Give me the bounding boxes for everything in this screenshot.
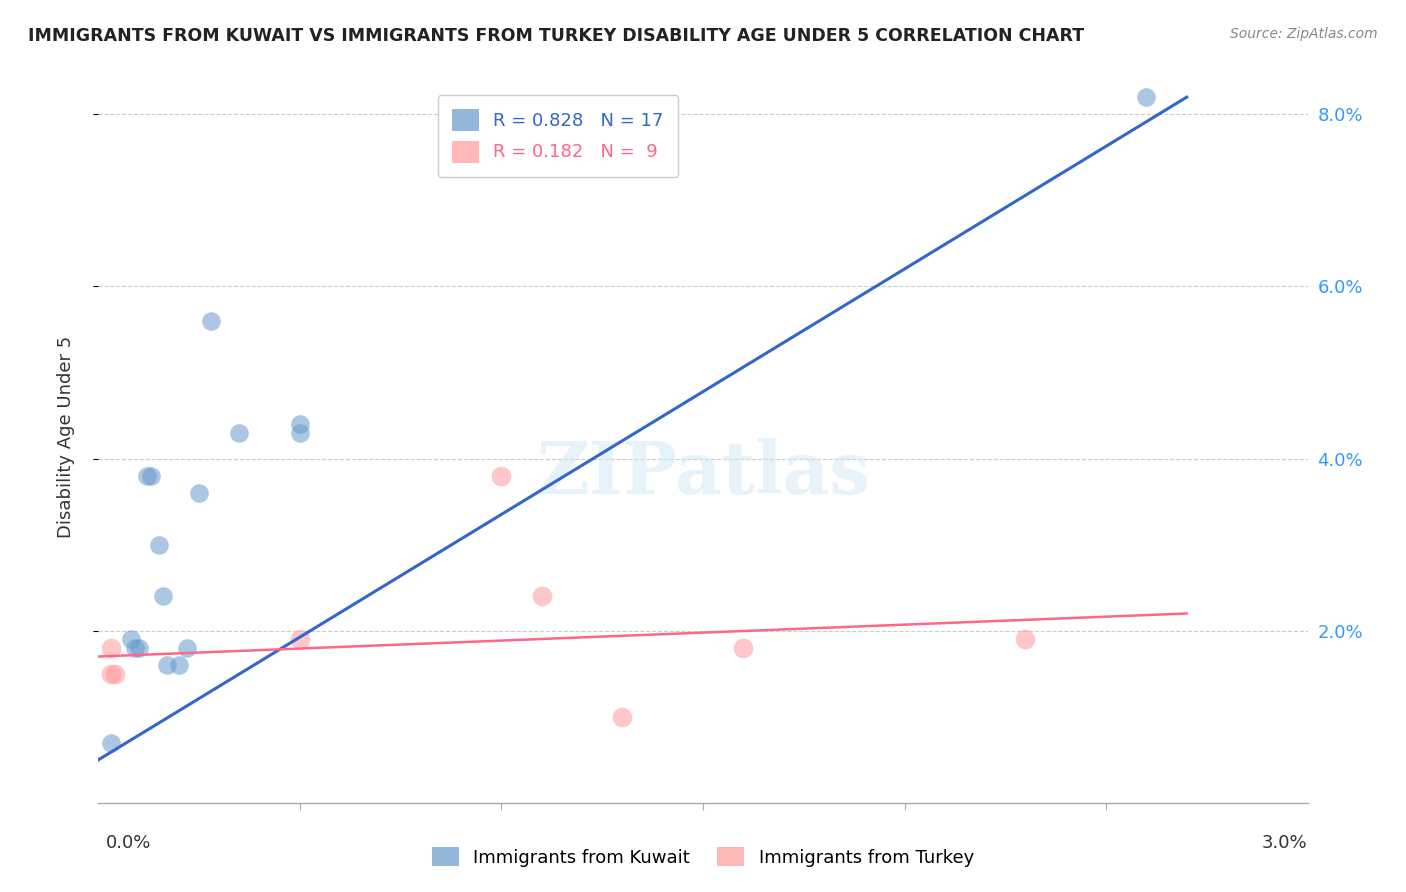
Point bbox=[120, 632, 142, 647]
Point bbox=[288, 417, 311, 432]
Point bbox=[1135, 90, 1157, 104]
Legend: Immigrants from Kuwait, Immigrants from Turkey: Immigrants from Kuwait, Immigrants from … bbox=[425, 840, 981, 874]
Point bbox=[1014, 632, 1036, 647]
Point bbox=[128, 640, 150, 655]
Point bbox=[152, 589, 174, 603]
Point bbox=[530, 589, 553, 603]
Point bbox=[733, 640, 755, 655]
Point bbox=[167, 658, 190, 673]
Point bbox=[100, 640, 122, 655]
Point bbox=[100, 666, 122, 681]
Text: ZIPatlas: ZIPatlas bbox=[536, 438, 870, 509]
Point bbox=[612, 710, 634, 724]
Point bbox=[200, 314, 222, 328]
Point bbox=[188, 486, 211, 500]
Point bbox=[103, 666, 125, 681]
Point bbox=[491, 468, 513, 483]
Point bbox=[228, 425, 250, 440]
Point bbox=[135, 468, 157, 483]
Y-axis label: Disability Age Under 5: Disability Age Under 5 bbox=[56, 336, 75, 538]
Point bbox=[148, 538, 170, 552]
Text: Source: ZipAtlas.com: Source: ZipAtlas.com bbox=[1230, 27, 1378, 41]
Legend: R = 0.828   N = 17, R = 0.182   N =  9: R = 0.828 N = 17, R = 0.182 N = 9 bbox=[437, 95, 678, 177]
Text: 3.0%: 3.0% bbox=[1263, 834, 1308, 852]
Point bbox=[139, 468, 162, 483]
Point bbox=[156, 658, 179, 673]
Point bbox=[176, 640, 198, 655]
Text: IMMIGRANTS FROM KUWAIT VS IMMIGRANTS FROM TURKEY DISABILITY AGE UNDER 5 CORRELAT: IMMIGRANTS FROM KUWAIT VS IMMIGRANTS FRO… bbox=[28, 27, 1084, 45]
Point bbox=[288, 425, 311, 440]
Point bbox=[124, 640, 146, 655]
Text: 0.0%: 0.0% bbox=[105, 834, 150, 852]
Point bbox=[100, 735, 122, 749]
Point bbox=[288, 632, 311, 647]
